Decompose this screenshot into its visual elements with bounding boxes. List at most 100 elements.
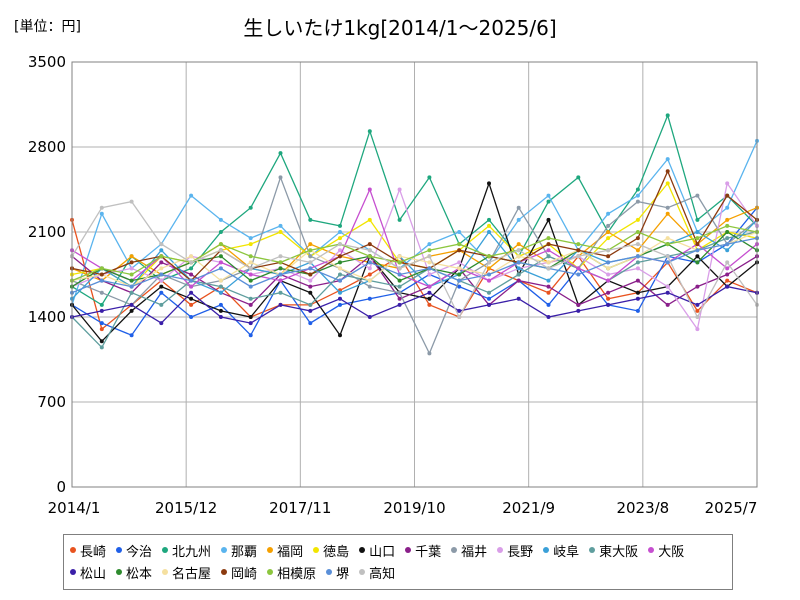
legend-item: 山口 <box>359 539 395 561</box>
data-point <box>308 260 313 265</box>
data-point <box>427 248 432 253</box>
legend-label: 北九州 <box>172 544 212 560</box>
data-point <box>695 260 700 265</box>
data-point <box>367 260 372 265</box>
data-point <box>248 260 253 265</box>
data-point <box>635 230 640 234</box>
data-point <box>576 302 581 307</box>
data-point <box>397 254 402 259</box>
legend-label: 福井 <box>461 544 488 560</box>
legend-label: 岡崎 <box>231 566 258 582</box>
series-line <box>71 200 758 319</box>
data-point <box>248 205 253 210</box>
series-line <box>71 225 758 282</box>
data-point <box>367 266 372 271</box>
data-point <box>427 242 432 247</box>
data-point <box>546 193 551 198</box>
data-point <box>457 266 462 271</box>
data-point <box>308 278 313 283</box>
x-tick-label: 2015/12 <box>155 499 217 517</box>
data-point <box>189 290 194 295</box>
data-point <box>367 272 372 277</box>
data-series <box>70 113 759 356</box>
data-point <box>338 223 342 228</box>
data-point <box>99 272 104 277</box>
legend-marker <box>116 547 123 553</box>
data-point <box>606 266 611 271</box>
data-point <box>397 260 402 265</box>
data-point <box>635 199 640 204</box>
legend-item: 名古屋 <box>162 561 211 583</box>
data-point <box>665 290 670 295</box>
data-point <box>606 272 611 277</box>
data-point <box>397 217 402 222</box>
data-point <box>725 236 730 241</box>
data-point <box>308 272 313 277</box>
legend-label: 堺 <box>336 566 350 582</box>
data-point <box>189 266 194 271</box>
data-point <box>725 217 730 222</box>
legend-item: 松山 <box>70 561 106 583</box>
data-point <box>546 290 551 295</box>
data-point <box>427 254 432 259</box>
legend-label: 長崎 <box>80 544 107 560</box>
data-point <box>546 260 551 265</box>
data-point <box>278 266 283 271</box>
data-point <box>725 266 730 271</box>
data-point <box>487 272 491 277</box>
data-point <box>338 290 342 295</box>
legend-label: 福岡 <box>277 544 304 560</box>
data-point <box>159 278 164 283</box>
series-line <box>71 237 758 294</box>
data-point <box>665 242 670 247</box>
data-point <box>308 217 313 222</box>
data-point <box>427 284 432 289</box>
y-tick-label: 700 <box>37 393 66 411</box>
data-point <box>695 217 700 222</box>
data-point <box>159 321 164 326</box>
legend-marker <box>267 569 274 575</box>
data-point <box>278 302 283 307</box>
legend-item: 堺 <box>326 561 349 583</box>
data-point <box>576 266 581 271</box>
data-point <box>546 284 551 289</box>
data-point <box>635 278 640 283</box>
data-point <box>367 315 372 319</box>
data-point <box>457 315 462 319</box>
data-point <box>516 242 521 247</box>
data-point <box>397 187 402 192</box>
data-point <box>457 272 462 277</box>
series-line <box>71 169 758 282</box>
y-tick-label: 2800 <box>28 138 66 156</box>
data-point <box>635 193 640 198</box>
legend-label: 徳島 <box>323 544 350 560</box>
data-point <box>278 230 283 234</box>
data-point <box>695 248 700 253</box>
data-point <box>516 217 521 222</box>
data-point <box>546 242 551 247</box>
data-point <box>487 278 491 283</box>
data-point <box>308 254 313 259</box>
data-point <box>159 254 164 259</box>
data-point <box>99 302 104 307</box>
data-point <box>338 272 342 277</box>
series-line <box>71 207 758 337</box>
data-point <box>665 181 670 186</box>
data-point <box>218 254 223 259</box>
data-point <box>278 260 283 265</box>
series-line <box>71 113 758 306</box>
data-point <box>159 284 164 289</box>
series-line <box>71 255 758 306</box>
data-point <box>367 242 372 247</box>
data-point <box>695 230 700 234</box>
data-point <box>516 254 521 259</box>
y-tick-label: 3500 <box>28 53 66 71</box>
data-point <box>218 290 223 295</box>
data-point <box>248 321 253 326</box>
data-point <box>457 278 462 283</box>
legend-label: 山口 <box>369 544 396 560</box>
legend-marker <box>162 547 169 553</box>
data-point <box>248 333 253 338</box>
legend-label: 松本 <box>126 566 153 582</box>
data-point <box>308 308 313 313</box>
